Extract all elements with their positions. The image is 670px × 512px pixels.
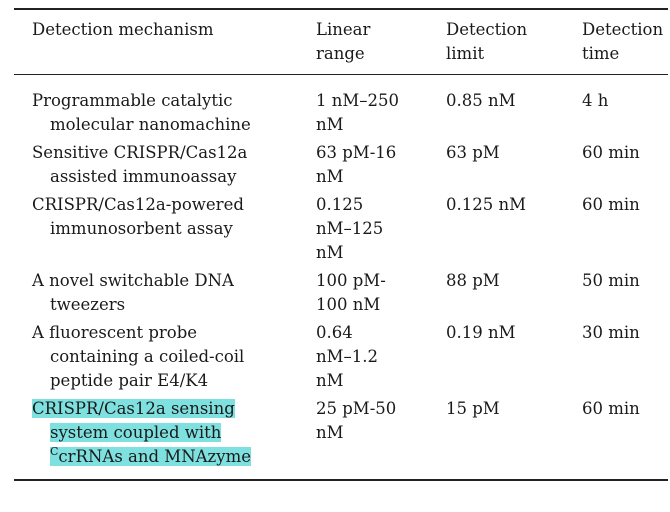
cell-linear-range: 63 pM-16 nM <box>316 141 446 193</box>
cell-linear-range: 1 nM–250 nM <box>316 75 446 141</box>
highlighted-text: CcrRNAs and MNAzyme <box>50 445 251 466</box>
range-line: nM–125 <box>316 219 384 238</box>
range-line: nM <box>316 115 344 134</box>
cell-detection-time: 50 min <box>582 271 640 290</box>
cell-linear-range: 0.64 nM–1.2 nM <box>316 321 446 397</box>
cell-detection-limit: 0.19 nM <box>446 323 516 342</box>
cell-detection-time: 30 min <box>582 323 640 342</box>
header-detection-time: Detection time <box>582 10 670 68</box>
header-time-line2: time <box>582 44 620 63</box>
mechanism-line: molecular nanomachine <box>50 115 251 134</box>
table-row: Sensitive CRISPR/Cas12a assisted immunoa… <box>14 141 670 193</box>
range-line: 0.125 <box>316 195 364 214</box>
cell-linear-range: 0.125 nM–125 nM <box>316 193 446 269</box>
mechanism-line: Programmable catalytic <box>32 91 233 110</box>
mechanism-line: system coupled with <box>32 421 316 445</box>
highlighted-text: CRISPR/Cas12a sensing <box>32 399 235 418</box>
cell-detection-time: 4 h <box>582 91 609 110</box>
header-mechanism-label: Detection mechanism <box>32 20 214 39</box>
cell-mechanism: Programmable catalytic molecular nanomac… <box>14 75 316 141</box>
cell-linear-range: 100 pM- 100 nM <box>316 269 446 321</box>
range-line: 100 pM- <box>316 271 386 290</box>
mechanism-line: A novel switchable DNA <box>32 271 234 290</box>
range-line: nM <box>316 371 344 390</box>
table-top-rule <box>14 8 668 10</box>
cell-detection-limit: 0.85 nM <box>446 91 516 110</box>
table-row: CRISPR/Cas12a-powered immunosorbent assa… <box>14 193 670 269</box>
table-header-rule <box>14 74 668 75</box>
header-mechanism: Detection mechanism <box>14 10 316 68</box>
table-row-highlighted: CRISPR/Cas12a sensing system coupled wit… <box>14 397 670 473</box>
mechanism-line: assisted immunoassay <box>50 167 237 186</box>
range-line: nM <box>316 167 344 186</box>
mechanism-line: peptide pair E4/K4 <box>50 371 209 390</box>
range-line: nM <box>316 243 344 262</box>
header-limit-line2: limit <box>446 44 485 63</box>
highlighted-text: system coupled with <box>50 423 222 442</box>
header-limit-line1: Detection <box>446 20 528 39</box>
cell-mechanism: Sensitive CRISPR/Cas12a assisted immunoa… <box>14 141 316 193</box>
cell-mechanism: A fluorescent probe containing a coiled-… <box>14 321 316 397</box>
range-line: nM–1.2 <box>316 347 379 366</box>
comparison-table: Detection mechanism Linear range Detecti… <box>14 8 668 481</box>
cell-mechanism-highlighted: CRISPR/Cas12a sensing system coupled wit… <box>14 397 316 473</box>
header-range-line2: range <box>316 44 365 63</box>
mechanism-line: immunosorbent assay <box>50 219 233 238</box>
table-header-row: Detection mechanism Linear range Detecti… <box>14 10 670 68</box>
header-time-line1: Detection <box>582 20 664 39</box>
header-linear-range: Linear range <box>316 10 446 68</box>
range-line: 25 pM-50 <box>316 399 397 418</box>
range-line: 63 pM-16 <box>316 143 397 162</box>
mechanism-text: crRNAs and MNAzyme <box>58 447 251 466</box>
mechanism-line: tweezers <box>50 295 126 314</box>
header-range-line1: Linear <box>316 20 371 39</box>
mechanism-line: containing a coiled-coil <box>50 347 245 366</box>
cell-detection-time: 60 min <box>582 195 640 214</box>
table-row: A fluorescent probe containing a coiled-… <box>14 321 670 397</box>
mechanism-line: A fluorescent probe <box>32 323 198 342</box>
mechanism-line: CRISPR/Cas12a-powered <box>32 195 244 214</box>
cell-mechanism: CRISPR/Cas12a-powered immunosorbent assa… <box>14 193 316 269</box>
superscript: C <box>50 445 59 458</box>
table-row: A novel switchable DNA tweezers 100 pM- … <box>14 269 670 321</box>
mechanism-line: CRISPR/Cas12a sensing <box>32 397 316 421</box>
cell-mechanism: A novel switchable DNA tweezers <box>14 269 316 321</box>
mechanism-line: Sensitive CRISPR/Cas12a <box>32 143 248 162</box>
cell-linear-range: 25 pM-50 nM <box>316 397 446 473</box>
table-bottom-rule <box>14 479 668 481</box>
cell-detection-limit: 88 pM <box>446 271 500 290</box>
cell-detection-limit: 63 pM <box>446 143 500 162</box>
mechanism-line: CcrRNAs and MNAzyme <box>32 445 316 469</box>
header-detection-limit: Detection limit <box>446 10 582 68</box>
cell-detection-limit: 0.125 nM <box>446 195 527 214</box>
cell-detection-time: 60 min <box>582 399 640 418</box>
cell-detection-limit: 15 pM <box>446 399 500 418</box>
range-line: 1 nM–250 <box>316 91 400 110</box>
table-row: Programmable catalytic molecular nanomac… <box>14 75 670 141</box>
range-line: nM <box>316 423 344 442</box>
cell-detection-time: 60 min <box>582 143 640 162</box>
range-line: 100 nM <box>316 295 381 314</box>
range-line: 0.64 <box>316 323 353 342</box>
